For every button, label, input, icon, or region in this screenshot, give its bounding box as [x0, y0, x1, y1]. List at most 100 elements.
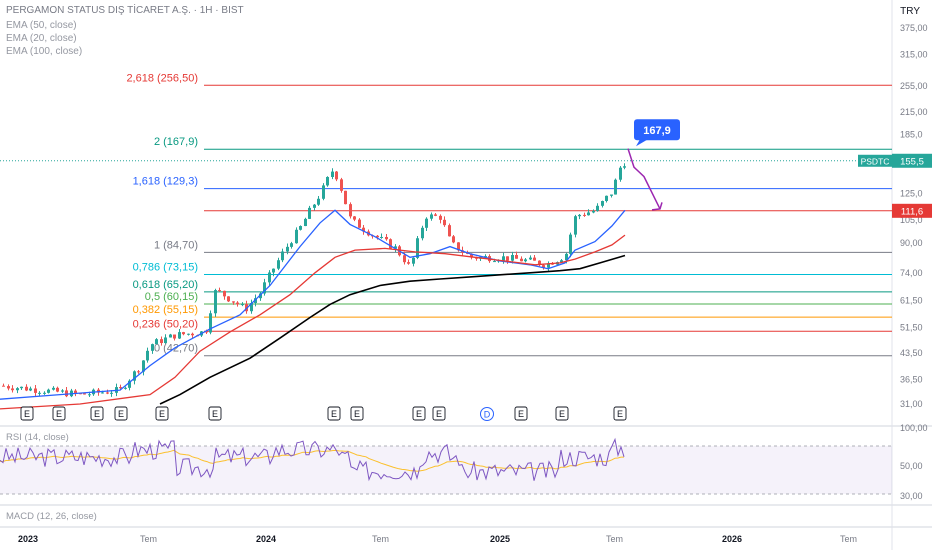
time-axis-tick: 2026	[722, 534, 742, 544]
fib-level-label: 0,382 (55,15)	[133, 304, 198, 316]
earnings-marker	[555, 406, 569, 421]
fib-level-label: 0,5 (60,15)	[145, 291, 198, 303]
candle-body	[605, 195, 608, 202]
earnings-marker	[327, 406, 341, 421]
earnings-marker	[52, 406, 66, 421]
candle-body	[241, 304, 244, 306]
earnings-marker	[208, 406, 222, 421]
candle-body	[511, 255, 514, 261]
candle-body	[83, 393, 86, 395]
candle-body	[20, 386, 23, 389]
candle-body	[538, 260, 541, 266]
candle-body	[416, 238, 419, 258]
candle-body	[25, 386, 28, 391]
candle-body	[484, 256, 487, 258]
candle-body	[601, 201, 604, 206]
candle-body	[88, 394, 91, 396]
rsi-label: RSI (14, close)	[6, 432, 69, 443]
candle-body	[524, 259, 527, 262]
candle-body	[452, 236, 455, 243]
indicator-ema100-label: EMA (100, close)	[6, 46, 83, 57]
candle-body	[61, 390, 64, 392]
earnings-marker	[432, 406, 446, 421]
macd-label: MACD (12, 26, close)	[6, 511, 97, 522]
candle-body	[299, 226, 302, 230]
dividend-marker-label: D	[484, 410, 491, 420]
earnings-marker-label: E	[118, 409, 124, 419]
candle-body	[358, 219, 361, 228]
candle-body	[439, 215, 442, 220]
price-axis-tick: 105,0	[900, 215, 923, 225]
candle-body	[376, 235, 379, 238]
earnings-marker-label: E	[518, 409, 524, 419]
candle-body	[160, 339, 163, 344]
candle-body	[430, 214, 433, 219]
earnings-marker-label: E	[436, 409, 442, 419]
earnings-marker-label: E	[354, 409, 360, 419]
price-axis-tick: 90,00	[900, 238, 923, 248]
price-axis-tick: 255,00	[900, 81, 928, 91]
candle-body	[223, 290, 226, 297]
time-axis-tick: Tem	[606, 534, 623, 544]
price-axis-tick: 43,50	[900, 348, 923, 358]
candle-body	[272, 268, 275, 273]
currency-label: TRY	[900, 6, 920, 17]
earnings-marker-label: E	[94, 409, 100, 419]
candle-body	[43, 392, 46, 394]
candle-body	[533, 257, 536, 261]
candle-body	[56, 387, 59, 392]
candle-body	[578, 214, 581, 217]
candle-body	[38, 392, 41, 394]
earnings-marker	[350, 406, 364, 421]
candle-body	[290, 243, 293, 247]
candle-body	[133, 371, 136, 381]
price-axis-tick: 61,50	[900, 296, 923, 306]
candle-body	[317, 198, 320, 205]
ema50-line	[0, 234, 626, 410]
last-price-tag	[892, 153, 932, 168]
earnings-marker	[155, 406, 169, 421]
candle-body	[182, 332, 185, 335]
candle-body	[335, 171, 338, 180]
candle-body	[137, 371, 140, 373]
candle-body	[313, 204, 316, 208]
candle-body	[448, 225, 451, 237]
candle-body	[191, 333, 194, 336]
candle-body	[623, 166, 626, 168]
fib-level-label: 0,236 (50,20)	[133, 318, 198, 330]
candle-body	[128, 380, 131, 388]
fib-level-label: 2,618 (256,50)	[126, 72, 198, 84]
candle-body	[614, 179, 617, 195]
ema100-line	[159, 254, 626, 405]
candles-group	[2, 163, 626, 398]
price-axis-tick: 51,50	[900, 322, 923, 332]
price-axis-tick: 31,00	[900, 399, 923, 409]
candle-body	[263, 282, 266, 294]
candle-body	[403, 255, 406, 263]
arrow-head	[651, 202, 663, 211]
candle-body	[173, 334, 176, 339]
candle-body	[493, 261, 496, 263]
candle-body	[214, 290, 217, 314]
candle-body	[443, 219, 446, 226]
candle-body	[101, 392, 104, 394]
level-tag-label: 111,6	[901, 206, 923, 217]
candle-body	[326, 176, 329, 186]
candle-body	[16, 388, 19, 391]
candle-body	[560, 260, 563, 263]
earnings-marker	[90, 406, 104, 421]
candle-body	[277, 260, 280, 269]
candle-body	[308, 207, 311, 219]
fib-level-label: 0,618 (65,20)	[133, 279, 198, 291]
candle-body	[232, 301, 235, 303]
candle-body	[412, 257, 415, 264]
candle-body	[281, 251, 284, 261]
candle-body	[52, 387, 55, 390]
candle-body	[475, 257, 478, 259]
target-callout-pointer	[636, 139, 648, 147]
candle-body	[47, 389, 50, 393]
rsi-line	[0, 437, 625, 482]
candle-body	[502, 256, 505, 261]
rsi-band	[0, 446, 892, 494]
